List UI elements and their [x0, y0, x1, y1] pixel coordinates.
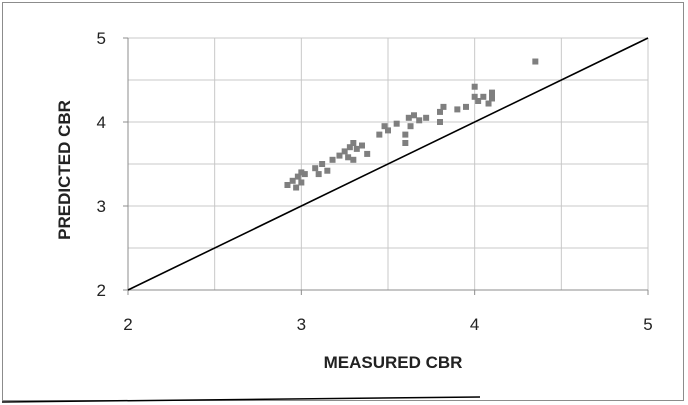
- data-point: [284, 182, 291, 188]
- data-point: [437, 108, 443, 115]
- data-point: [359, 142, 365, 149]
- data-point: [437, 119, 443, 125]
- data-point: [489, 95, 495, 102]
- y-tick-label: 4: [97, 113, 106, 132]
- data-point: [381, 123, 388, 130]
- reference-line: [127, 37, 649, 291]
- x-axis-title: MEASURED CBR: [324, 353, 463, 372]
- data-point: [405, 114, 412, 121]
- data-point: [475, 98, 482, 104]
- data-point: [532, 58, 539, 65]
- x-tick-label: 3: [297, 315, 306, 334]
- data-point: [489, 89, 495, 96]
- data-point: [324, 167, 331, 174]
- data-point: [376, 131, 383, 138]
- data-point: [485, 100, 492, 107]
- data-point: [393, 120, 400, 127]
- y-tick-label: 5: [97, 29, 106, 48]
- data-point: [402, 140, 409, 146]
- data-point: [385, 127, 391, 134]
- data-point: [298, 179, 305, 186]
- data-point: [440, 103, 447, 110]
- data-point: [329, 156, 336, 163]
- data-point: [345, 154, 352, 161]
- data-point: [350, 156, 357, 163]
- data-point: [423, 114, 430, 121]
- data-point: [471, 93, 478, 100]
- bottom-rule: [1, 396, 481, 403]
- data-point: [454, 106, 461, 113]
- data-point: [364, 150, 371, 157]
- y-tick-label: 2: [97, 281, 106, 300]
- data-point: [319, 161, 326, 167]
- data-point: [294, 173, 301, 180]
- data-point: [293, 184, 300, 191]
- data-point: [353, 145, 360, 152]
- data-point: [341, 148, 348, 155]
- data-point: [416, 117, 423, 124]
- data-point: [298, 169, 305, 176]
- data-point: [346, 144, 353, 151]
- data-point: [312, 165, 319, 172]
- x-tick-label: 5: [643, 315, 652, 334]
- data-point: [289, 177, 296, 184]
- data-point: [407, 123, 414, 130]
- data-point: [480, 93, 487, 100]
- data-point: [315, 171, 322, 178]
- data-point: [350, 140, 357, 146]
- data-point: [463, 103, 469, 110]
- data-point: [402, 131, 409, 138]
- data-point: [336, 152, 343, 159]
- data-point: [471, 83, 478, 90]
- data-point: [301, 171, 308, 178]
- chart-frame: [2, 2, 684, 401]
- y-tick-label: 3: [97, 197, 106, 216]
- data-point: [411, 112, 417, 119]
- y-axis-title: PREDICTED CBR: [55, 100, 74, 240]
- x-tick-label: 4: [470, 315, 479, 334]
- x-tick-label: 2: [123, 315, 132, 334]
